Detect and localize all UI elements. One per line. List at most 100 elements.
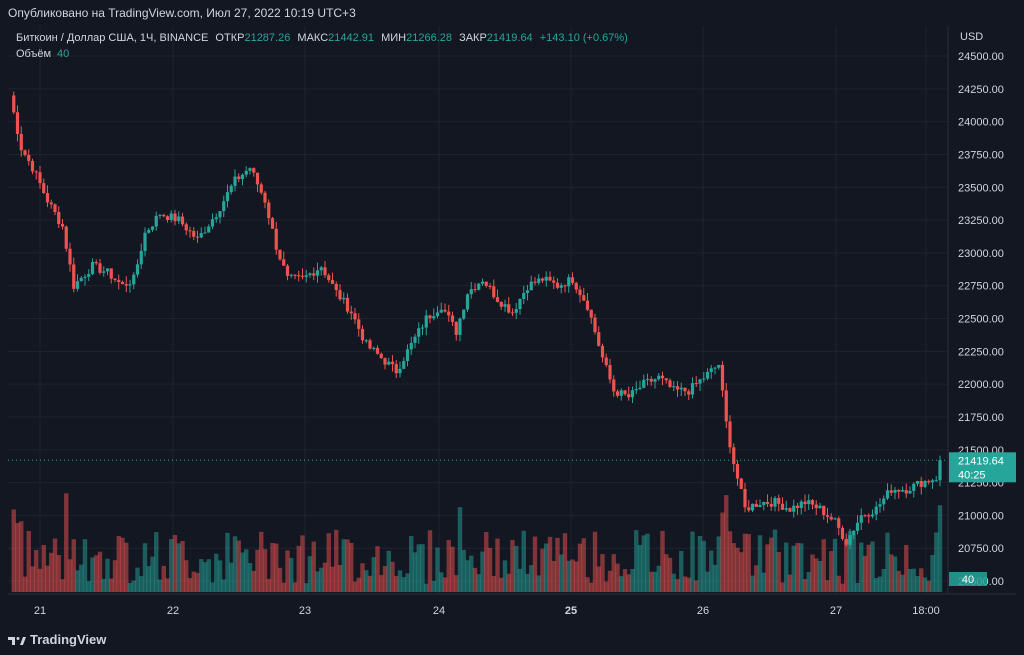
volume-bar: [22, 576, 28, 592]
volume-bar: [397, 570, 403, 592]
volume-bar: [881, 569, 886, 592]
price-tick-label: 23500.00: [958, 182, 1004, 194]
candle-body: [702, 378, 706, 380]
candle-body: [45, 192, 50, 203]
volume-bar: [529, 565, 534, 592]
candle-body: [180, 216, 185, 225]
candle-body: [270, 218, 275, 229]
candlestick-chart[interactable]: USD 24500.00 24250.00 24000.00 23750.00 23500…: [8, 26, 1016, 624]
volume-bar: [450, 546, 455, 592]
candle-body: [199, 233, 203, 238]
volume-bar: [536, 575, 541, 592]
candle-body: [555, 282, 560, 288]
volume-bar: [157, 579, 163, 592]
candle-body: [765, 501, 770, 504]
volume-bar: [559, 554, 564, 592]
candle-body: [597, 332, 601, 346]
volume-bar: [810, 554, 815, 592]
volume-bar: [754, 565, 759, 592]
candle-body: [717, 364, 721, 368]
candle-body: [387, 361, 391, 365]
price-tick-label: 21750.00: [958, 412, 1004, 424]
volume-bar: [746, 534, 751, 592]
candle-body: [698, 379, 702, 384]
candle-body: [799, 501, 803, 508]
volume-bar: [270, 542, 275, 592]
candle-body: [578, 289, 582, 296]
volume-bar: [915, 576, 920, 592]
candle-body: [143, 232, 147, 251]
candle-body: [510, 312, 515, 314]
candle-body: [769, 503, 773, 507]
candle-body: [844, 538, 848, 545]
low-label: МИН: [381, 32, 407, 44]
volume-bar: [731, 543, 736, 592]
volume-bar: [266, 578, 271, 592]
candle-body: [323, 267, 327, 276]
volume-bar: [592, 531, 598, 592]
candle-body: [278, 249, 282, 260]
volume-bar: [844, 539, 849, 592]
volume-bar: [544, 543, 549, 592]
candle-body: [319, 267, 323, 271]
volume-badge: [949, 572, 987, 586]
volume-bar: [904, 545, 909, 592]
volume-bar: [742, 533, 748, 592]
volume-bar: [874, 578, 879, 592]
candle-body: [285, 265, 290, 276]
candle-body: [150, 226, 155, 230]
candle-body: [338, 290, 342, 300]
volume-bar: [371, 557, 376, 592]
candle-body: [687, 391, 691, 395]
time-tick-label: 25: [565, 605, 577, 617]
candle-body: [923, 481, 927, 487]
candle-body: [267, 202, 271, 219]
volume-bar: [817, 560, 823, 592]
tradingview-logo[interactable]: TradingView: [8, 632, 106, 647]
chart-area[interactable]: USD 24500.00 24250.00 24000.00 23750.00 23500…: [8, 26, 1016, 624]
volume-bar: [889, 554, 894, 592]
volume-bar: [765, 544, 770, 592]
volume-bar: [795, 542, 800, 592]
candle-body: [394, 364, 398, 374]
candle-body: [139, 250, 143, 265]
volume-bar: [386, 550, 391, 592]
candle-body: [480, 281, 485, 284]
price-badge-value: 21419.64: [958, 455, 1004, 467]
candle-body: [897, 489, 901, 492]
candle-body: [424, 315, 428, 328]
candle-body: [567, 277, 571, 287]
candle-body: [117, 279, 121, 282]
volume-bar: [251, 570, 256, 592]
candle-body: [398, 368, 402, 374]
candle-body: [604, 357, 608, 366]
volume-bar: [225, 532, 230, 592]
volume-bar: [724, 495, 729, 592]
volume-bar: [919, 568, 924, 592]
volume-bar: [532, 536, 538, 592]
volume-bar: [701, 540, 706, 592]
candle-body: [739, 478, 743, 489]
volume-bar: [60, 579, 65, 592]
candle-body: [372, 347, 376, 349]
candle-body: [87, 274, 91, 277]
candle-body: [304, 275, 308, 277]
candle-body: [443, 309, 447, 312]
volume-bar: [694, 580, 699, 592]
published-label: Опубликовано на TradingView.com, Июл 27,…: [8, 6, 356, 20]
volume-bar: [367, 575, 373, 592]
candle-body: [638, 387, 642, 390]
price-tick-label: 24500.00: [958, 51, 1004, 63]
candle-body: [792, 505, 796, 512]
candle-body: [762, 501, 766, 506]
volume-bar: [150, 556, 155, 592]
volume-bar: [589, 582, 594, 592]
candle-body: [439, 309, 443, 313]
candle-body: [353, 313, 357, 320]
candle-body: [777, 498, 781, 504]
volume-bar: [116, 535, 121, 592]
candle-body: [807, 500, 811, 505]
candle-body: [349, 311, 353, 314]
volume-bar: [806, 572, 811, 592]
candle-body: [342, 297, 346, 300]
